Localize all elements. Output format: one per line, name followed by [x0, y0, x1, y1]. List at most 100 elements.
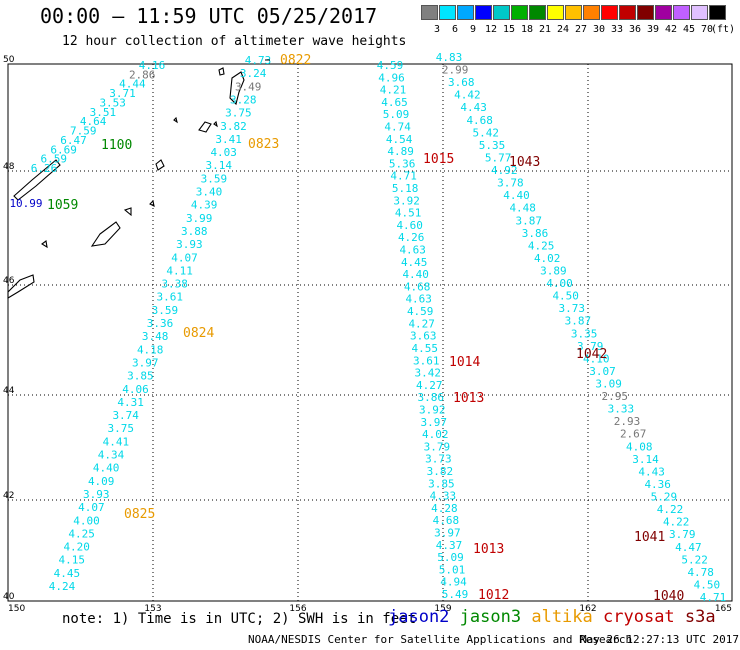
pass-id-label: 1013 — [473, 542, 504, 557]
longitude-tick-label: 150 — [8, 604, 25, 614]
colorbar-label: 45 — [683, 24, 696, 35]
swh-value: 4.10 — [583, 352, 610, 365]
swh-value: 5.49 — [442, 588, 469, 601]
swh-value: 4.34 — [98, 449, 125, 462]
land-outline — [173, 116, 178, 124]
map-subtitle: 12 hour collection of altimeter wave hei… — [62, 34, 407, 49]
colorbar-label: 21 — [539, 24, 552, 35]
pass-id-label: 1043 — [509, 155, 540, 170]
swh-value: 4.06 — [122, 383, 149, 396]
swh-value: 3.82 — [220, 120, 247, 133]
colorbar-label: 30 — [593, 24, 606, 35]
swh-value: 4.11 — [166, 264, 193, 277]
swh-value: 4.54 — [386, 133, 413, 146]
swh-value: 3.79 — [424, 440, 451, 453]
swh-value: 4.26 — [398, 231, 425, 244]
swh-value: 3.87 — [516, 214, 543, 227]
swh-value: 3.93 — [176, 238, 203, 251]
swh-value: 4.89 — [387, 145, 414, 158]
colorbar-label: 6 — [452, 24, 459, 35]
latitude-tick-label: 40 — [3, 592, 15, 602]
colorbar-swatch — [529, 5, 546, 20]
swh-value: 4.02 — [534, 252, 561, 265]
swh-value: 4.22 — [657, 503, 684, 516]
colorbar-swatch — [655, 5, 672, 20]
swh-value: 5.09 — [383, 108, 410, 121]
swh-value: 4.40 — [503, 189, 530, 202]
swh-value: 4.43 — [638, 465, 665, 478]
swh-value: 3.59 — [201, 172, 228, 185]
swh-value: 3.28 — [230, 93, 257, 106]
colorbar-label: 3 — [434, 24, 441, 35]
swh-value: 4.25 — [68, 527, 95, 540]
colorbar-swatch — [691, 5, 708, 20]
swh-value: 3.97 — [421, 416, 448, 429]
swh-value: 4.00 — [546, 277, 573, 290]
swh-value: 4.64 — [80, 115, 107, 128]
swh-value: 3.49 — [235, 80, 262, 93]
colorbar-label: 27 — [575, 24, 588, 35]
colorbar-swatch — [709, 5, 726, 20]
swh-value: 4.73 — [245, 54, 272, 67]
pass-id-label: 1015 — [423, 152, 454, 167]
swh-value: 3.36 — [147, 317, 174, 330]
colorbar-label: 42 — [665, 24, 678, 35]
swh-value: 4.45 — [54, 567, 81, 580]
land-outline — [229, 71, 245, 106]
swh-value: 4.44 — [119, 78, 146, 91]
swh-value: 4.43 — [460, 101, 487, 114]
swh-value: 4.02 — [422, 428, 449, 441]
swh-value: 4.83 — [436, 51, 463, 64]
swh-value: 4.50 — [694, 578, 721, 591]
swh-value: 4.78 — [687, 566, 714, 579]
pass-id-label: 1059 — [47, 198, 78, 213]
swh-value: 3.59 — [152, 304, 179, 317]
colorbar-label: 18 — [521, 24, 534, 35]
land-outline — [90, 221, 121, 247]
pass-time-label: 0825 — [124, 507, 155, 522]
swh-value: 4.28 — [431, 502, 458, 515]
swh-value: 4.74 — [384, 121, 411, 134]
swh-value: 5.22 — [681, 553, 708, 566]
swh-value: 4.94 — [440, 576, 467, 589]
swh-value: 5.29 — [651, 491, 678, 504]
colorbar-label: 15 — [503, 24, 516, 35]
colorbar-swatch — [457, 5, 474, 20]
swh-value: 4.18 — [137, 343, 164, 356]
swh-value: 3.92 — [419, 404, 446, 417]
map-frame — [7, 63, 733, 602]
swh-value: 3.09 — [595, 378, 622, 391]
swh-value: 3.33 — [608, 403, 635, 416]
swh-value: 3.53 — [99, 97, 126, 110]
longitude-tick-label: 162 — [579, 604, 596, 614]
satellite-legend-altika: altika — [531, 607, 593, 627]
swh-value: 3.92 — [393, 194, 420, 207]
swh-value: 3.88 — [181, 225, 208, 238]
swh-value: 6.59 — [41, 153, 68, 166]
swh-value: 5.36 — [389, 157, 416, 170]
swh-value: 4.37 — [436, 539, 463, 552]
swh-value: 2.86 — [129, 68, 156, 81]
swh-value: 3.71 — [109, 87, 136, 100]
swh-value: 3.61 — [413, 354, 440, 367]
swh-value: 3.99 — [186, 212, 213, 225]
colorbar-label: 24 — [557, 24, 570, 35]
swh-value: 4.33 — [430, 490, 457, 503]
latitude-tick-label: 42 — [3, 491, 14, 501]
satellite-legend-cryosat: cryosat — [603, 607, 675, 627]
swh-value: 3.85 — [428, 477, 455, 490]
swh-value: 7.59 — [70, 125, 97, 138]
pass-id-label: 1014 — [449, 355, 480, 370]
footer-note: note: 1) Time is in UTC; 2) SWH is in fe… — [62, 611, 417, 627]
latitude-tick-label: 44 — [3, 386, 15, 396]
swh-value: 4.31 — [117, 396, 144, 409]
pass-id-label: 1013 — [453, 391, 484, 406]
swh-value: 3.38 — [161, 278, 188, 291]
swh-value: 4.60 — [396, 219, 423, 232]
swh-value: 5.18 — [392, 182, 419, 195]
colorbar-swatch — [439, 5, 456, 20]
swh-value: 3.48 — [142, 330, 169, 343]
swh-value: 4.59 — [377, 59, 404, 72]
swh-value: 5.77 — [485, 152, 512, 165]
credit-line: NOAA/NESDIS Center for Satellite Applica… — [248, 633, 633, 646]
